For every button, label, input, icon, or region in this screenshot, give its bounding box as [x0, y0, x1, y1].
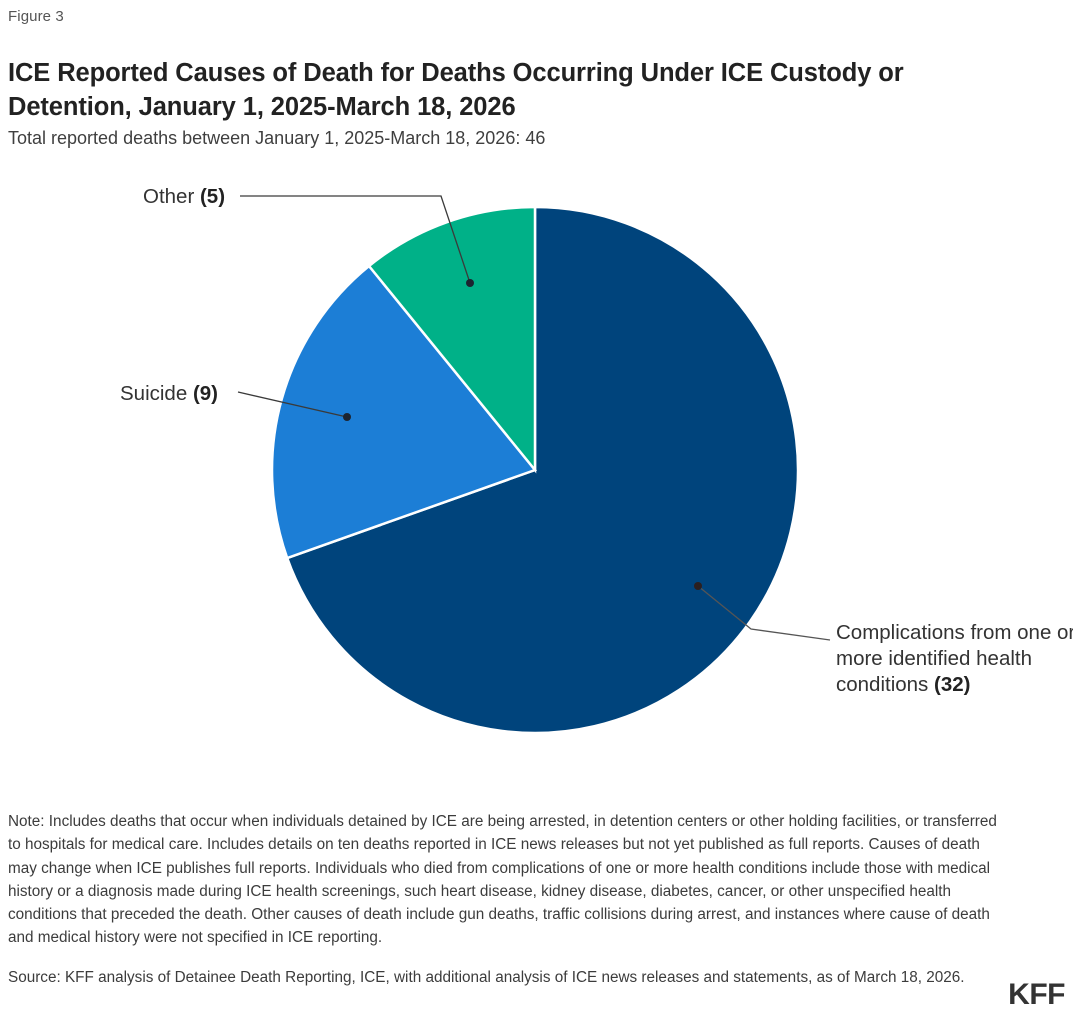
chart-subtitle: Total reported deaths between January 1,…	[8, 128, 546, 148]
pie-label-suicide: Suicide (9)	[120, 381, 218, 407]
chart-source: Source: KFF analysis of Detainee Death R…	[8, 969, 965, 986]
leader-line-other	[240, 195, 474, 287]
pie-label-other-name: Other	[143, 185, 200, 208]
pie-chart	[237, 195, 831, 735]
pie-label-other-value: (5)	[199, 185, 226, 208]
chart-plot-area: Other (5) Suicide (9) Complications from…	[0, 170, 1073, 790]
pie-slice-suicide[interactable]	[270, 264, 538, 560]
leader-line-complications	[694, 582, 831, 641]
pie-slice-other[interactable]	[367, 205, 537, 474]
pie-label-complications-value: (32)	[934, 673, 971, 697]
pie-label-suicide-name: Suicide	[120, 382, 193, 405]
pie-label-suicide-value: (9)	[192, 382, 218, 405]
chart-note: Note: Includes deaths that occur when in…	[8, 813, 997, 947]
pie-label-complications: Complications from one or more identifie…	[836, 620, 1073, 699]
kff-logo: KFF	[1008, 978, 1065, 1011]
pie-slice-complications[interactable]	[285, 205, 800, 735]
pie-label-other: Other (5)	[143, 184, 225, 210]
page-title: ICE Reported Causes of Death for Deaths …	[8, 59, 904, 121]
pie-label-complications-name: Complications from one or more identifie…	[836, 621, 1073, 697]
leader-line-suicide	[237, 391, 351, 421]
figure-label: Figure 3	[8, 8, 64, 25]
